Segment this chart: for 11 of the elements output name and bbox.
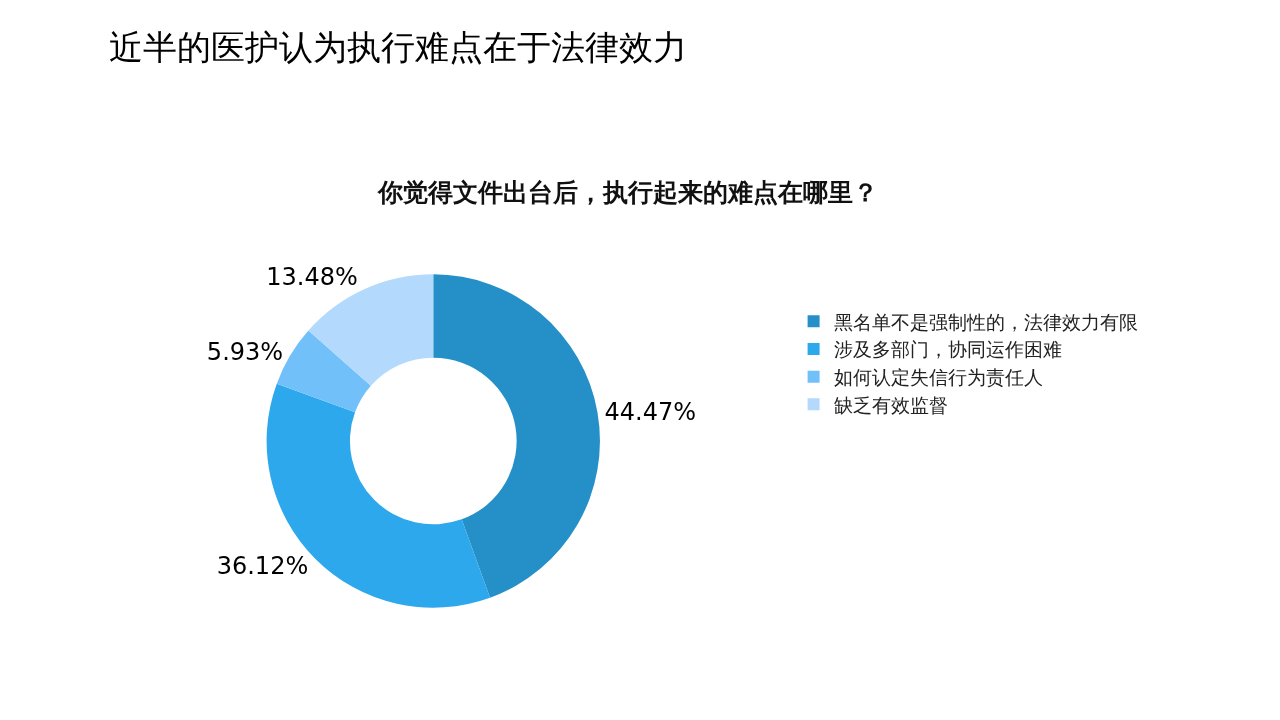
data-label: 36.12%	[216, 551, 309, 580]
data-label: 5.93%	[206, 337, 284, 366]
legend-label: 缺乏有效监督	[833, 393, 948, 416]
chart-subtitle: 你觉得文件出台后，执行起来的难点在哪里？	[377, 178, 878, 207]
legend-label: 如何认定失信行为责任人	[833, 366, 1043, 389]
chart-title: 近半的医护认为执行难点在于法律效力	[108, 26, 687, 67]
data-label: 13.48%	[266, 263, 358, 292]
legend-label: 涉及多部门，协同运作困难	[833, 338, 1062, 361]
data-label: 44.47%	[604, 397, 696, 426]
legend-label: 黑名单不是强制性的，法律效力有限	[833, 310, 1138, 333]
donut-slice	[433, 274, 600, 598]
